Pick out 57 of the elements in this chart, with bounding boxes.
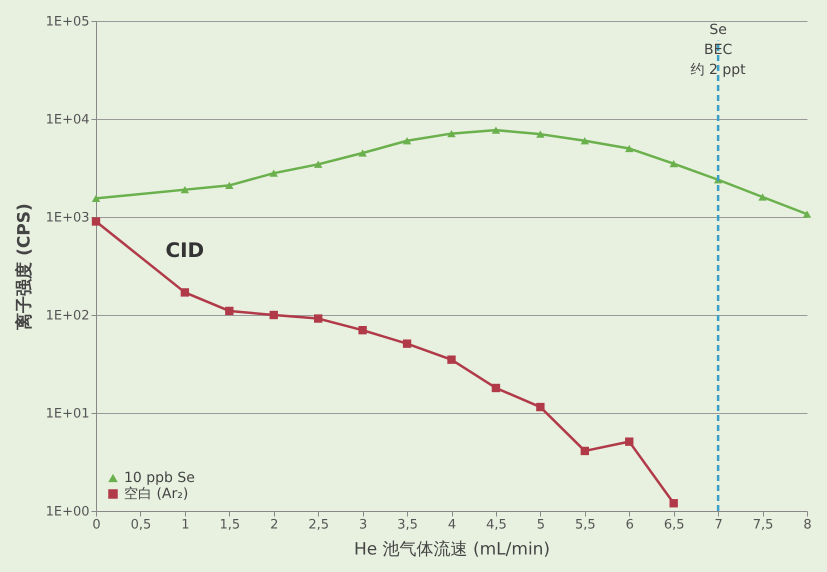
point	[625, 144, 634, 152]
y-tick-label: 1E+00	[46, 504, 90, 520]
point	[225, 182, 234, 190]
legend-label: 10 ppb Se	[124, 470, 195, 486]
x-tick-label: 2	[270, 518, 278, 532]
annotation: CID	[165, 238, 204, 262]
point	[580, 446, 589, 456]
point	[92, 217, 100, 226]
point	[670, 499, 678, 508]
x-tick-label: 5	[536, 518, 546, 532]
point	[536, 402, 545, 412]
x-tick-label: 5,5	[574, 518, 596, 532]
point	[402, 137, 412, 144]
x-tick-label: 3	[358, 518, 368, 532]
point	[802, 210, 812, 218]
y-tick-label: 1E+02	[46, 308, 90, 324]
point	[492, 384, 500, 392]
point	[492, 126, 500, 134]
point	[180, 288, 190, 297]
point	[92, 194, 100, 202]
x-axis-title: He 池气体流速 (mL/min)	[354, 540, 550, 560]
x-tick-label: 1	[181, 518, 190, 532]
x-tick-label: 1,5	[219, 518, 240, 532]
x-tick-label: 8	[803, 518, 812, 532]
point	[536, 130, 545, 138]
ref-line-label: Se BEC 约 2 ppt	[690, 22, 746, 78]
x-tick-label: 7	[714, 518, 723, 532]
x-tick-label: 4	[448, 518, 456, 532]
point	[314, 160, 322, 168]
point	[270, 170, 278, 177]
legend-label: 空白 (Ar₂)	[124, 486, 188, 502]
x-tick-label: 6,5	[664, 518, 685, 532]
x-tick-label: 3,5	[397, 518, 418, 532]
point	[270, 310, 278, 320]
point	[402, 339, 412, 348]
point	[625, 437, 634, 446]
x-tick-label: 0,5	[130, 518, 152, 532]
x-tick-label: 2,5	[308, 518, 330, 532]
point	[670, 160, 678, 168]
x-tick-label: 7,5	[752, 518, 774, 532]
point	[358, 326, 367, 334]
y-tick-label: 1E+03	[46, 210, 90, 226]
point	[758, 193, 767, 201]
point	[358, 149, 367, 157]
y-axis-title: 离子强度 (CPS)	[14, 203, 35, 331]
x-tick-label: 0	[92, 518, 101, 532]
point	[314, 314, 322, 323]
point	[447, 356, 456, 364]
x-tick-label: 6	[626, 518, 634, 532]
point	[225, 306, 234, 316]
y-tick-label: 1E+05	[46, 14, 90, 30]
y-tick-label: 1E+04	[46, 112, 90, 128]
y-tick-label: 1E+01	[46, 406, 90, 422]
point	[447, 130, 456, 138]
x-tick-label: 4,5	[486, 518, 507, 532]
point	[580, 137, 589, 144]
point	[180, 186, 190, 194]
